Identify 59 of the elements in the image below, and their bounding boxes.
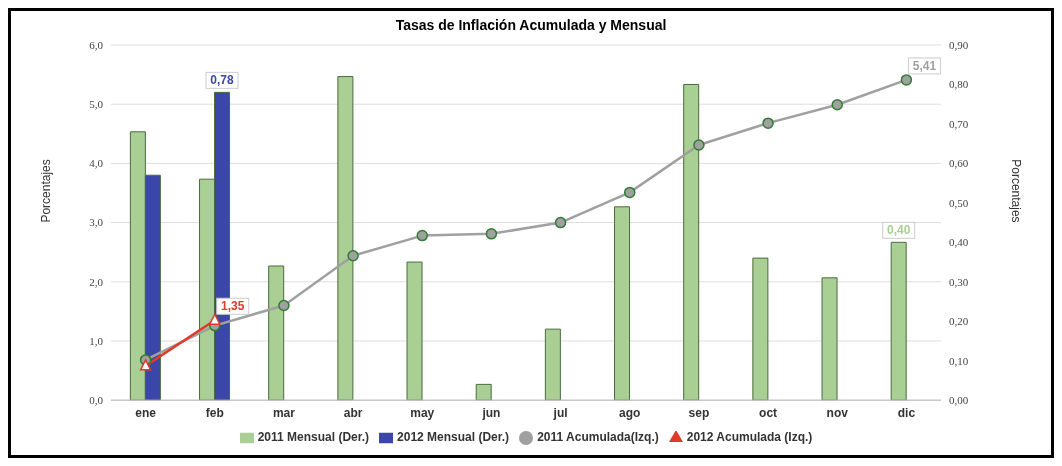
data-label: 1,35 xyxy=(221,299,245,314)
x-tick-label: ene xyxy=(135,405,157,420)
legend-label: 2012 Mensual (Der.) xyxy=(397,430,510,445)
x-tick-label: jul xyxy=(552,405,568,420)
point xyxy=(693,139,705,151)
point xyxy=(831,99,843,111)
x-tick-label: feb xyxy=(205,405,224,420)
y2-tick-label: 0,10 xyxy=(949,354,969,367)
y2-tick-label: 0,20 xyxy=(949,315,969,328)
data-label: 5,41 xyxy=(912,58,937,73)
bar xyxy=(544,328,561,401)
point xyxy=(416,229,428,242)
y2-tick-label: 0,30 xyxy=(949,275,969,288)
bar xyxy=(475,383,492,401)
y2-tick-label: 0,40 xyxy=(949,236,969,249)
y2-axis-title: Porcentajes xyxy=(1008,159,1023,223)
x-tick-label: mar xyxy=(272,405,296,420)
y-tick-label: 4,0 xyxy=(89,157,104,170)
x-tick-label: sep xyxy=(688,405,710,420)
point xyxy=(762,117,774,129)
y-tick-label: 1,0 xyxy=(89,334,104,347)
data-label: 0,40 xyxy=(887,223,911,238)
y2-tick-label: 0,50 xyxy=(949,196,969,209)
y-tick-label: 0,0 xyxy=(89,394,104,407)
x-tick-label: ago xyxy=(619,405,641,420)
point xyxy=(347,249,359,262)
bar xyxy=(752,257,769,401)
x-tick-label: jun xyxy=(481,405,501,420)
point xyxy=(485,228,498,240)
bar xyxy=(683,83,700,401)
point xyxy=(624,186,636,199)
point xyxy=(554,216,567,229)
x-tick-label: abr xyxy=(343,405,363,420)
legend-label: 2012 Acumulada (Izq.) xyxy=(686,430,813,445)
x-tick-label: dic xyxy=(897,405,916,420)
point xyxy=(900,74,913,86)
y-tick-label: 6,0 xyxy=(89,38,104,51)
y2-tick-label: 0,90 xyxy=(949,38,969,51)
y2-tick-label: 0,70 xyxy=(949,117,969,130)
legend-label: 2011 Mensual (Der.) xyxy=(257,430,370,445)
y2-tick-label: 0,00 xyxy=(949,394,969,407)
bar xyxy=(337,76,354,401)
y2-tick-label: 0,80 xyxy=(949,78,969,91)
bar xyxy=(821,277,838,401)
y-tick-label: 3,0 xyxy=(89,216,104,229)
y-tick-label: 5,0 xyxy=(89,98,104,111)
x-tick-label: may xyxy=(410,405,435,420)
data-label: 0,78 xyxy=(210,73,235,88)
chart-title: Tasas de Inflación Acumulada y Mensual xyxy=(394,16,668,35)
bar xyxy=(406,261,423,401)
y-tick-label: 2,0 xyxy=(89,275,104,288)
y-axis-title: Porcentajes xyxy=(39,159,54,223)
point xyxy=(278,299,290,312)
x-tick-label: nov xyxy=(826,405,849,420)
bar xyxy=(268,265,285,401)
y2-tick-label: 0,60 xyxy=(949,157,969,170)
legend-label: 2011 Acumulada(Izq.) xyxy=(537,430,659,445)
bar xyxy=(614,206,631,401)
x-tick-label: oct xyxy=(759,405,778,420)
